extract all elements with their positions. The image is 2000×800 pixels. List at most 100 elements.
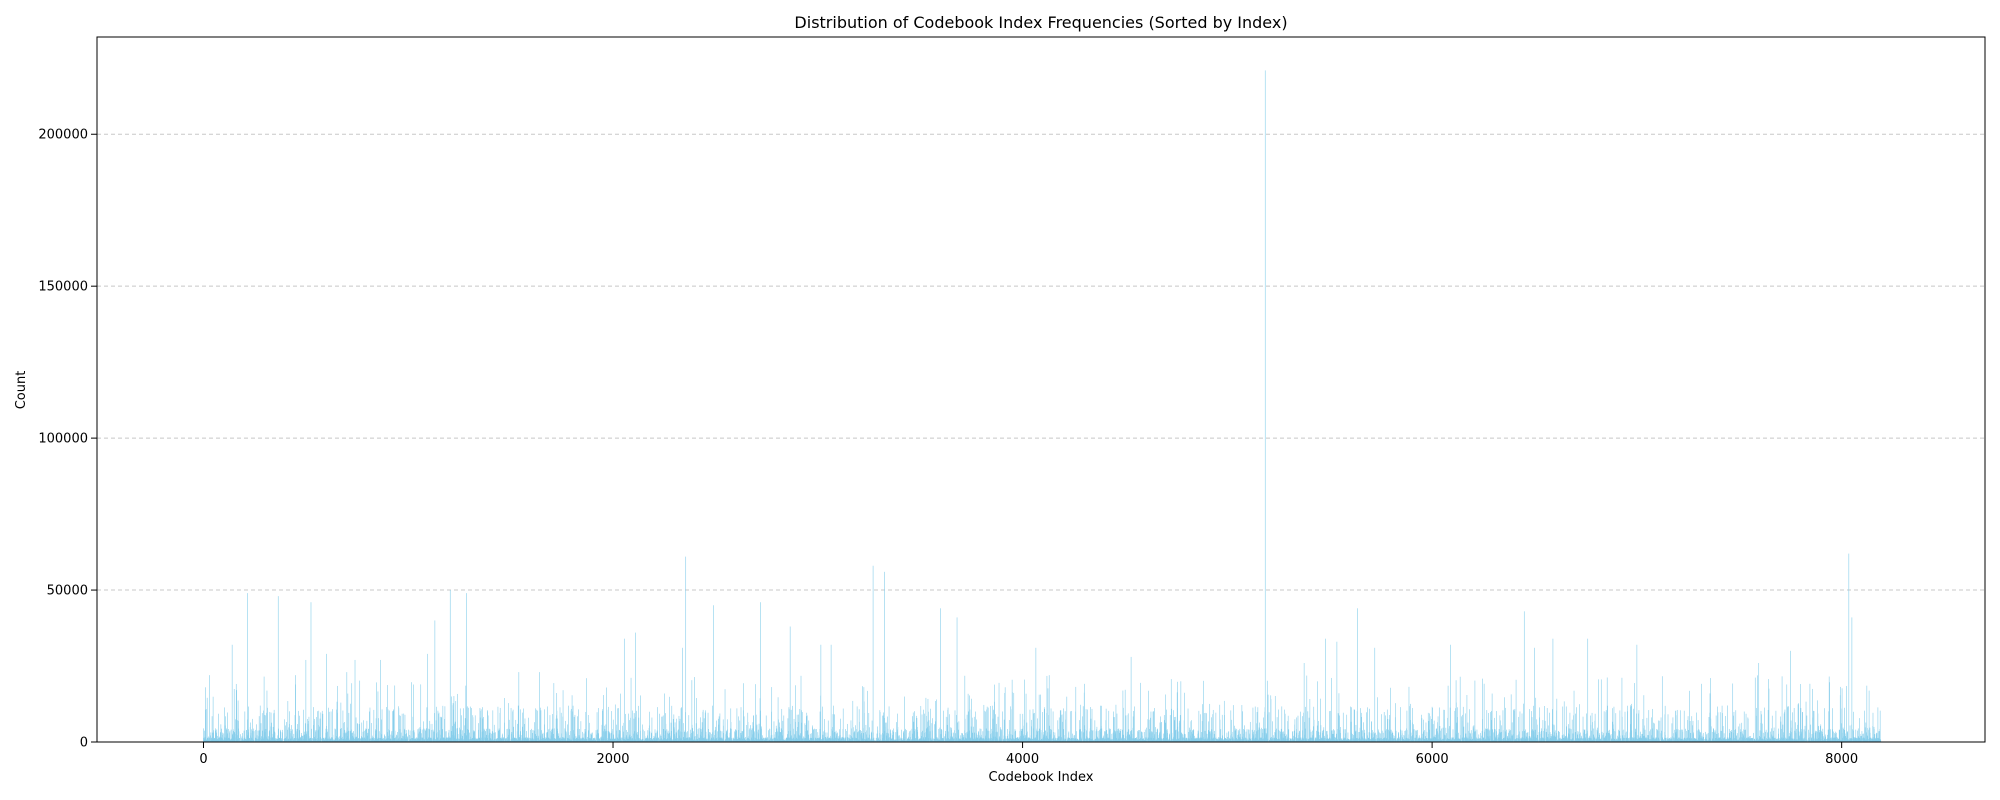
bar [435, 738, 436, 742]
bar [1220, 729, 1222, 742]
bar [804, 723, 806, 742]
bar [865, 724, 867, 742]
bar [1127, 713, 1129, 742]
bar [1002, 738, 1004, 742]
bar [917, 736, 919, 742]
bar [494, 739, 496, 742]
bar [735, 732, 737, 742]
bar [895, 740, 897, 742]
bar [952, 737, 953, 742]
bar [468, 707, 469, 742]
bar [390, 739, 392, 742]
bar [527, 738, 529, 742]
bar [909, 731, 910, 742]
bar [666, 729, 668, 742]
bar [777, 697, 779, 742]
bar [372, 738, 373, 742]
bar [1086, 709, 1088, 742]
bar [255, 729, 256, 742]
bar [1215, 737, 1217, 742]
bar [325, 728, 327, 742]
bar [212, 732, 213, 742]
bar [1150, 737, 1152, 742]
bar [794, 734, 796, 742]
bar [956, 617, 958, 742]
bar [700, 717, 701, 742]
bar [835, 730, 837, 742]
bar [567, 738, 569, 742]
bar [714, 734, 715, 742]
bar [969, 709, 971, 742]
bar [1091, 708, 1093, 742]
bar [945, 730, 946, 742]
bar [534, 722, 535, 742]
bar [1047, 688, 1049, 742]
bar [537, 710, 538, 742]
bar [762, 739, 764, 742]
bar [968, 735, 970, 742]
bar [397, 731, 398, 742]
bar [1048, 675, 1050, 742]
bar [703, 718, 705, 742]
bar [1133, 738, 1135, 742]
bar [658, 739, 660, 742]
bar [1035, 647, 1037, 742]
bar [555, 718, 557, 742]
bar [630, 677, 632, 742]
bar [482, 707, 483, 742]
bar [322, 713, 324, 742]
bar [711, 734, 713, 742]
bar [218, 713, 219, 742]
bar [647, 730, 649, 742]
bar [1106, 737, 1108, 742]
bar [277, 596, 279, 742]
bar [886, 739, 888, 742]
bar [866, 734, 867, 742]
bar [806, 712, 808, 742]
bar [1104, 731, 1105, 742]
bar [619, 730, 621, 742]
bar [341, 728, 342, 742]
bar [1059, 736, 1060, 742]
bar [990, 705, 991, 742]
bar [823, 731, 825, 742]
bar [1140, 682, 1141, 742]
bar [288, 727, 290, 742]
bar [990, 737, 992, 742]
bar [1126, 731, 1128, 742]
bar [1074, 735, 1075, 742]
bar [692, 731, 694, 742]
bar [507, 728, 509, 742]
bar [871, 731, 872, 742]
bar [849, 738, 850, 742]
bar [542, 733, 543, 742]
bar [504, 698, 505, 742]
bar [419, 731, 420, 742]
bar [513, 726, 515, 742]
bar [241, 736, 243, 742]
bar [1005, 739, 1007, 742]
bar [859, 721, 860, 742]
bar [373, 709, 375, 742]
bar [323, 737, 324, 742]
bar [648, 737, 649, 742]
bar [572, 711, 573, 742]
bar [440, 716, 442, 742]
bar [1054, 735, 1055, 742]
bar [357, 723, 358, 742]
bar [657, 739, 659, 742]
bar [896, 729, 898, 742]
bar [1020, 735, 1021, 742]
bar [541, 730, 542, 742]
bar [559, 707, 561, 742]
bar [865, 732, 866, 742]
bar [927, 721, 928, 742]
bar [377, 691, 379, 742]
bar [869, 727, 870, 742]
bar [466, 593, 467, 742]
bar [237, 738, 238, 742]
bar [680, 738, 682, 742]
bar [473, 730, 475, 742]
bar [789, 739, 790, 742]
bar [457, 734, 459, 742]
